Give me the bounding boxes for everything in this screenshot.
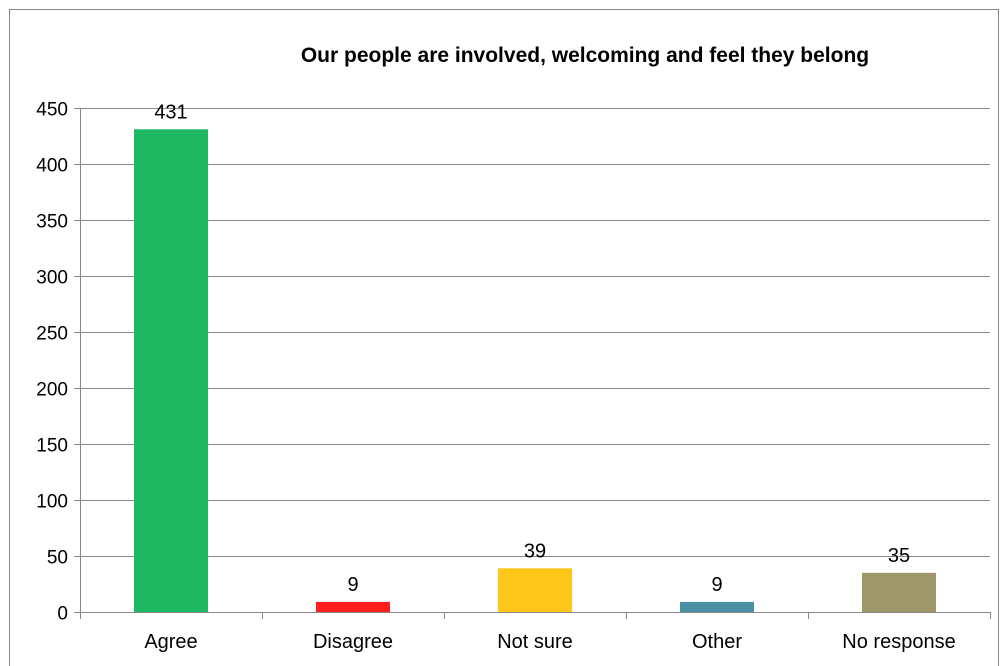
x-tick-label: Not sure <box>497 631 573 653</box>
y-tick-label: 100 <box>36 492 68 513</box>
gridlines <box>80 108 990 557</box>
y-tick-label: 0 <box>57 604 68 625</box>
data-label: 39 <box>524 540 546 562</box>
axes <box>74 108 991 619</box>
y-tick-label: 400 <box>36 156 68 177</box>
y-tick-label: 250 <box>36 324 68 345</box>
data-label: 9 <box>711 574 722 596</box>
data-label: 9 <box>347 574 358 596</box>
y-tick-label: 450 <box>36 100 68 121</box>
chart-title: Our people are involved, welcoming and f… <box>301 44 869 67</box>
x-tick-label: Disagree <box>313 631 393 653</box>
labels: 0 50 100 150 200 250 300 350 400 450 431 Agree 9 Disa… <box>36 100 955 654</box>
x-tick-label: Agree <box>144 631 197 653</box>
y-tick-label: 200 <box>36 380 68 401</box>
bars <box>134 129 936 612</box>
y-tick-label: 350 <box>36 212 68 233</box>
y-tick-label: 50 <box>47 548 68 569</box>
y-tick-label: 300 <box>36 268 68 289</box>
bar-no-response <box>862 572 936 612</box>
x-tick-label: No response <box>842 631 955 653</box>
bar-agree <box>134 129 208 612</box>
bar-not-sure <box>498 568 572 612</box>
bar-disagree <box>316 601 390 612</box>
x-tick-label: Other <box>692 631 742 653</box>
y-tick-label: 150 <box>36 436 68 457</box>
bar-other <box>680 601 754 612</box>
data-label: 35 <box>888 545 910 567</box>
data-label: 431 <box>154 101 187 123</box>
